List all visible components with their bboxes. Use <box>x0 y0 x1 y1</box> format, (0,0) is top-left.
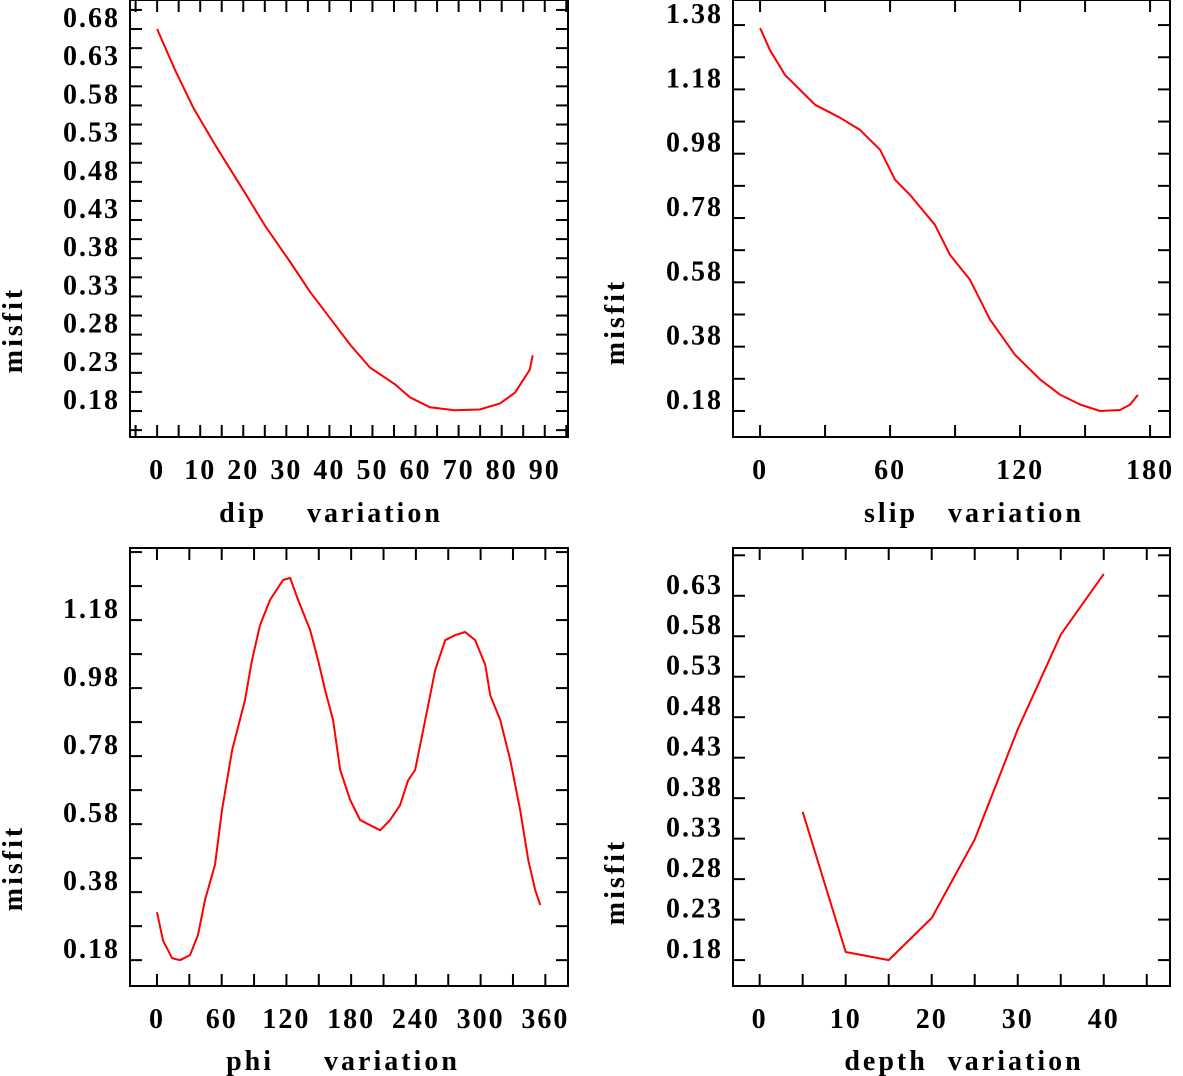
x-tick-label: 40 <box>1088 1004 1120 1035</box>
y-tick-label: 0.38 <box>666 772 723 803</box>
panel-slip: slip variation misfit 0.18 0.38 0.58 0.78 0.… <box>600 0 1174 529</box>
x-tick-label: 10 <box>184 455 216 486</box>
x-tick-label: 70 <box>443 455 475 486</box>
plot-frame <box>129 0 569 438</box>
x-axis-label: dip variation <box>219 498 443 529</box>
x-axis-label: slip variation <box>864 498 1084 529</box>
y-tick-label: 0.18 <box>63 385 120 416</box>
y-tick-label: 0.38 <box>63 232 120 263</box>
x-tick-label: 0 <box>752 455 768 486</box>
plot-frame <box>732 0 1171 438</box>
y-tick-label: 0.58 <box>666 610 723 641</box>
y-tick-label: 0.63 <box>63 41 120 72</box>
x-tick-label: 90 <box>529 455 561 486</box>
y-tick-label: 0.43 <box>63 194 120 225</box>
x-tick-label: 0 <box>149 455 165 486</box>
x-tick-label: 0 <box>149 1004 165 1035</box>
y-tick-label: 0.38 <box>666 321 723 352</box>
y-tick-label: 0.53 <box>666 651 723 682</box>
x-tick-label: 360 <box>521 1004 569 1035</box>
y-tick-label: 0.33 <box>666 813 723 844</box>
y-tick-label: 0.28 <box>63 309 120 340</box>
x-tick-label: 60 <box>874 455 906 486</box>
misfit-series-line <box>801 573 1105 962</box>
y-tick-label: 1.38 <box>666 0 723 30</box>
x-tick-label: 30 <box>1002 1004 1034 1035</box>
x-axis-label: depth variation <box>844 1046 1083 1076</box>
y-tick-label: 0.28 <box>666 853 723 884</box>
y-tick-label: 0.78 <box>63 730 120 761</box>
x-tick-label: 20 <box>916 1004 948 1035</box>
x-tick-label: 240 <box>392 1004 440 1035</box>
y-tick-label: 1.18 <box>666 63 723 94</box>
y-axis-label: misfit <box>0 287 29 373</box>
y-axis-label: misfit <box>0 825 29 911</box>
y-tick-label: 1.18 <box>63 594 120 625</box>
y-tick-label: 0.23 <box>666 894 723 925</box>
panel-phi: phi variation misfit 0.18 0.38 0.58 0.78 0.9… <box>0 547 569 1076</box>
x-tick-label: 180 <box>327 1004 375 1035</box>
x-tick-label: 120 <box>996 455 1044 486</box>
y-tick-label: 0.63 <box>666 570 723 601</box>
x-tick-label: 20 <box>227 455 259 486</box>
y-tick-label: 0.48 <box>63 156 120 187</box>
y-tick-label: 0.18 <box>666 934 723 965</box>
y-tick-label: 0.38 <box>63 866 120 897</box>
y-tick-label: 0.58 <box>63 798 120 829</box>
y-tick-label: 0.53 <box>63 118 120 149</box>
x-tick-label: 120 <box>262 1004 310 1035</box>
x-tick-label: 60 <box>400 455 432 486</box>
y-tick-label: 0.48 <box>666 691 723 722</box>
y-tick-label: 0.18 <box>63 934 120 965</box>
y-tick-label: 0.43 <box>666 732 723 763</box>
panel-dip: dip variation misfit 0.18 0.23 0.28 0.33 0.3… <box>0 0 569 529</box>
misfit-series-line <box>156 576 542 962</box>
x-axis-label: phi variation <box>226 1046 460 1076</box>
x-tick-label: 30 <box>270 455 302 486</box>
y-axis-label: misfit <box>600 279 631 365</box>
x-tick-label: 40 <box>313 455 345 486</box>
y-tick-label: 0.58 <box>666 256 723 287</box>
x-tick-label: 180 <box>1126 455 1174 486</box>
y-tick-label: 0.33 <box>63 270 120 301</box>
panel-depth: depth variation misfit 0.18 0.23 0.28 0.33 0… <box>600 547 1171 1076</box>
y-tick-label: 0.98 <box>63 662 120 693</box>
y-tick-label: 0.58 <box>63 79 120 110</box>
plot-frame <box>129 547 569 987</box>
plot-frame <box>732 547 1171 987</box>
misfit-series-line <box>759 27 1139 412</box>
x-tick-label: 0 <box>752 1004 768 1035</box>
y-tick-label: 0.78 <box>666 192 723 223</box>
x-tick-label: 50 <box>356 455 388 486</box>
x-tick-label: 10 <box>830 1004 862 1035</box>
x-tick-label: 300 <box>457 1004 505 1035</box>
y-axis-label: misfit <box>600 839 631 925</box>
y-tick-label: 0.98 <box>666 128 723 159</box>
y-tick-label: 0.23 <box>63 347 120 378</box>
misfit-series-line <box>156 28 534 412</box>
x-tick-label: 60 <box>206 1004 238 1035</box>
x-tick-label: 80 <box>486 455 518 486</box>
y-tick-label: 0.68 <box>63 3 120 34</box>
y-tick-label: 0.18 <box>666 385 723 416</box>
